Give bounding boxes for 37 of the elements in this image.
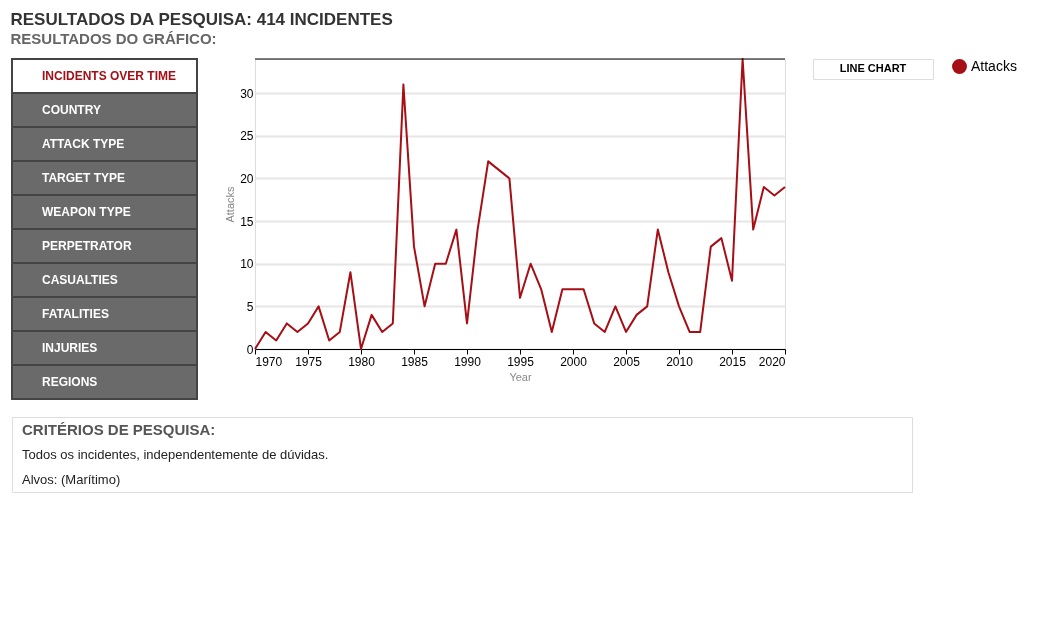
x-axis-title: Year bbox=[509, 370, 532, 383]
text: INJURIES bbox=[42, 341, 98, 355]
text: CASUALTIES bbox=[42, 273, 118, 287]
text: PERPETRATOR bbox=[42, 239, 132, 253]
y-tick-label: 0 bbox=[246, 342, 254, 357]
x-tick-label: 2005 bbox=[613, 354, 641, 369]
y-tick-label: 15 bbox=[240, 214, 254, 229]
text: INCIDENTS OVER TIME bbox=[42, 69, 177, 83]
y-tick-label: 25 bbox=[240, 129, 254, 144]
text: FATALITIES bbox=[42, 307, 109, 321]
text: RESULTADOS DO GRÁFICO: bbox=[10, 29, 217, 47]
y-tick-label: 10 bbox=[240, 257, 254, 272]
x-tick-label: 2000 bbox=[560, 354, 588, 369]
chart-title: RESULTADOS DA PESQUISA: 414 INCIDENTES bbox=[10, 9, 393, 29]
text: WEAPON TYPE bbox=[42, 205, 131, 219]
text: TARGET TYPE bbox=[42, 171, 126, 185]
text: Todos os incidentes, independentemente de dúvidas. bbox=[22, 446, 329, 462]
x-tick-label: 1970 bbox=[255, 354, 283, 369]
x-tick-label: 1975 bbox=[295, 354, 323, 369]
text: Alvos: (Marítimo) bbox=[22, 471, 121, 487]
x-tick-label: 2020 bbox=[758, 354, 786, 369]
text: ATTACK TYPE bbox=[42, 137, 125, 151]
text: COUNTRY bbox=[42, 103, 101, 117]
x-tick-label: 1980 bbox=[348, 354, 376, 369]
x-tick-label: 2015 bbox=[719, 354, 747, 369]
text: REGIONS bbox=[42, 375, 98, 389]
y-tick-label: 20 bbox=[240, 171, 254, 186]
legend-label: Attacks bbox=[971, 57, 1017, 74]
x-tick-label: 1995 bbox=[507, 354, 535, 369]
y-tick-label: 30 bbox=[240, 86, 254, 101]
y-tick-label: 5 bbox=[246, 299, 254, 314]
x-tick-label: 1990 bbox=[454, 354, 482, 369]
y-axis-title: Attacks bbox=[224, 185, 237, 223]
text: CRITÉRIOS DE PESQUISA: bbox=[22, 420, 216, 438]
x-tick-label: 2010 bbox=[666, 354, 694, 369]
text: LINE CHART bbox=[839, 62, 907, 74]
x-tick-label: 1985 bbox=[401, 354, 429, 369]
